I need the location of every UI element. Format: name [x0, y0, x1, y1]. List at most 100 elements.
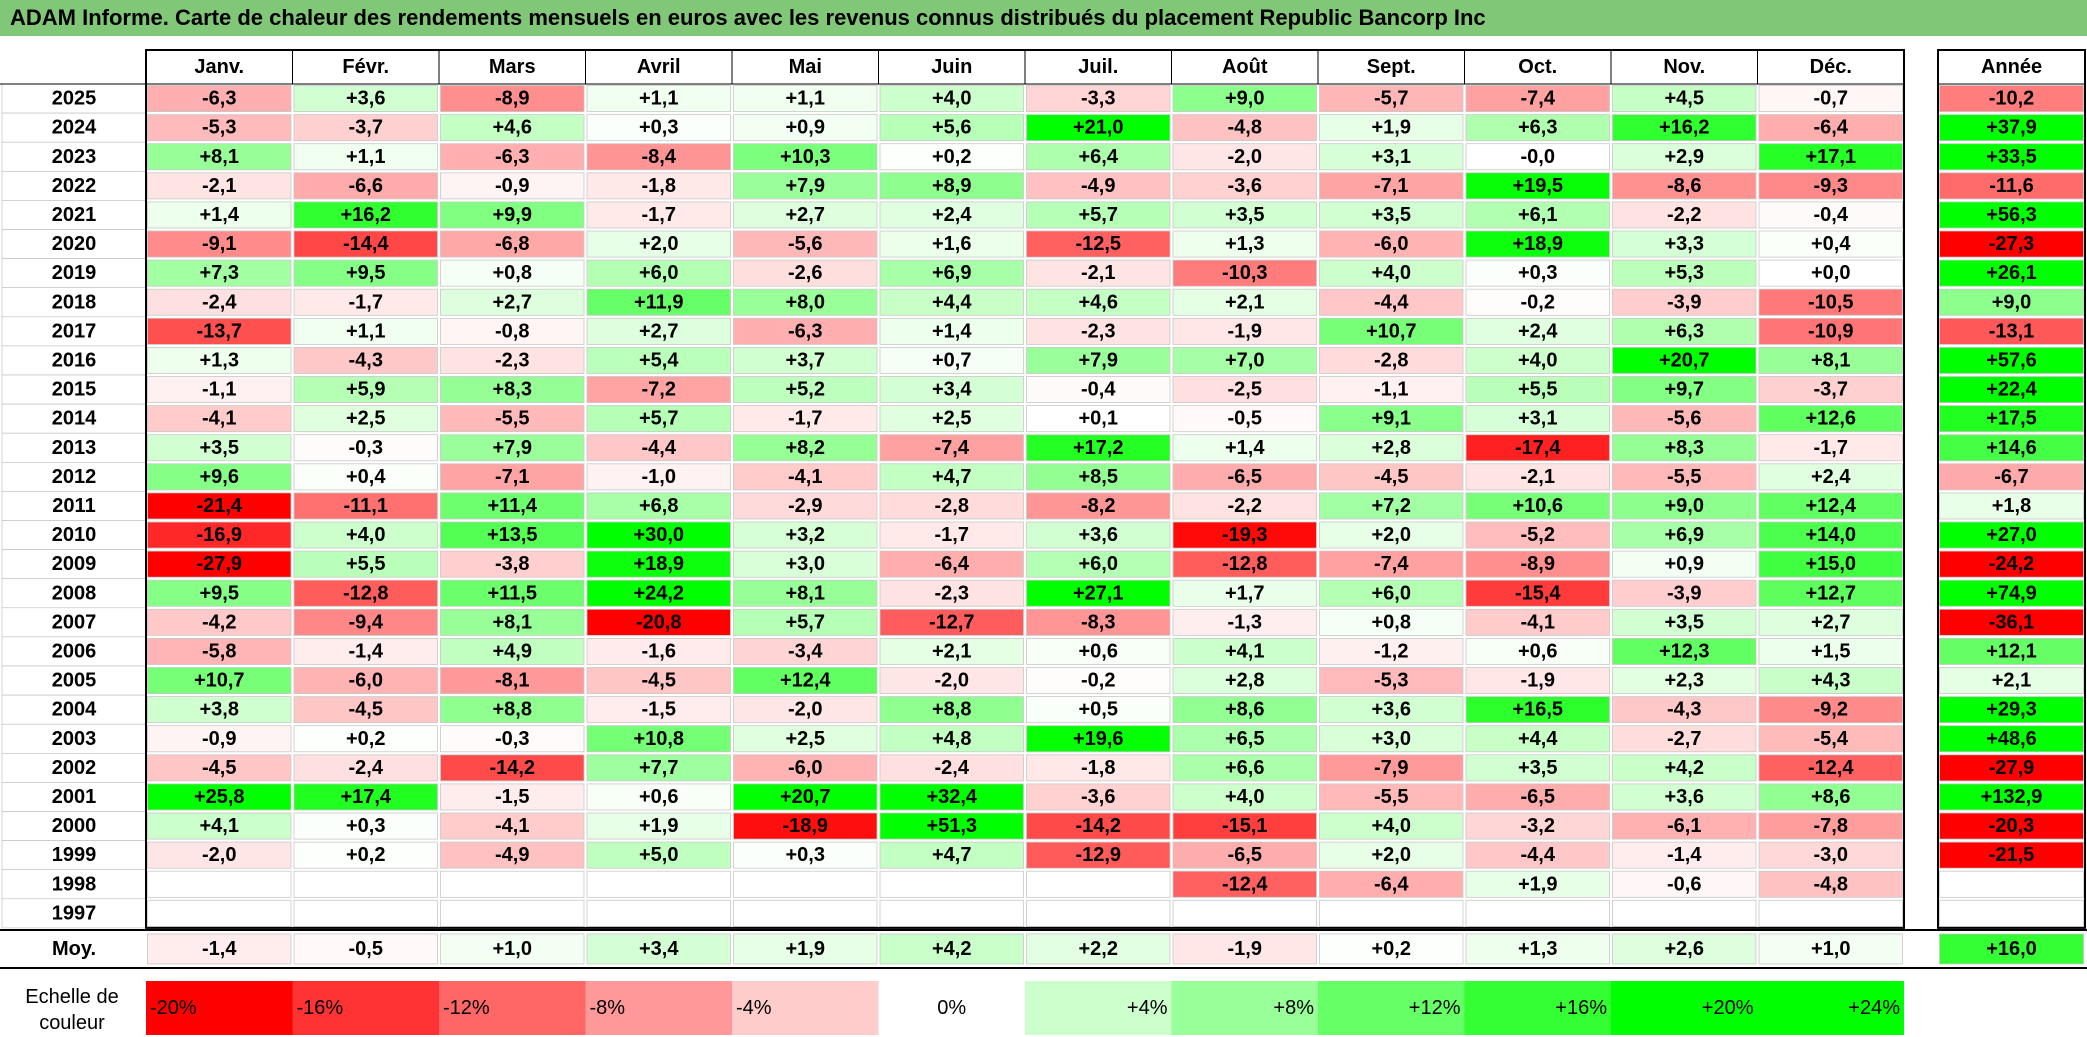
cell-value: -4,5: [202, 757, 236, 779]
cell-value: +0,1: [1079, 408, 1118, 430]
cell-value: -4,3: [349, 349, 383, 371]
average-cell: [1026, 933, 1171, 965]
heat-cell: [1612, 143, 1757, 171]
cell-value: -6,0: [788, 757, 822, 779]
heat-cell: [440, 201, 585, 229]
year-cell: [1, 112, 147, 143]
heat-cell: [1612, 288, 1757, 316]
heat-cell: [1026, 608, 1171, 636]
cell-value: +6,0: [1372, 582, 1411, 604]
heat-cell: [440, 463, 585, 491]
heat-cell: [586, 754, 731, 782]
heat-cell: [1612, 346, 1757, 374]
cell-value: -1,7: [642, 204, 676, 226]
heat-cell: [1172, 259, 1317, 287]
heat-cell: [879, 85, 1024, 113]
heat-cell: [1172, 172, 1317, 200]
cell-value: +10,3: [780, 146, 831, 168]
year-label: 2004: [52, 699, 97, 721]
cell-value: -8,2: [1081, 495, 1115, 517]
annual-header: Année: [1981, 56, 2042, 78]
heat-cell: [586, 463, 731, 491]
heat-cell: [879, 579, 1024, 607]
heat-cell: [1465, 288, 1610, 316]
year-cell: [1, 491, 147, 521]
cell-value: -1,9: [1228, 320, 1262, 342]
heat-cell: [733, 201, 878, 229]
column-header: Avril: [637, 56, 681, 78]
cell-value: -6,4: [1374, 873, 1409, 895]
heat-cell: [1026, 638, 1171, 665]
heat-cell: [1465, 638, 1610, 665]
heat-cell: [1026, 667, 1171, 695]
cell-value: -8,9: [1521, 553, 1555, 575]
heat-cell: [1612, 638, 1757, 665]
annual-cell: [1939, 667, 2084, 695]
cell-value: +0,5: [1079, 699, 1118, 721]
cell-value: +8,8: [493, 699, 532, 721]
cell-value: -1,5: [495, 786, 529, 808]
heat-cell: [1465, 114, 1610, 142]
cell-value: +6,0: [1079, 553, 1118, 575]
cell-value: +2,5: [346, 408, 385, 430]
cell-value: +1,9: [639, 815, 678, 837]
year-cell: [1, 316, 147, 347]
annual-cell: [1939, 608, 2084, 636]
heat-cell: [1465, 870, 1610, 898]
heat-cell: [440, 259, 585, 287]
cell-value: +2,1: [932, 640, 971, 662]
heat-cell: [733, 783, 878, 811]
heat-cell: [1172, 405, 1317, 433]
cell-value: -5,3: [202, 117, 236, 139]
heat-cell: [1612, 579, 1757, 607]
cell-value: -7,4: [1374, 553, 1409, 575]
heat-cell: [1172, 492, 1317, 520]
heat-cell: [1172, 579, 1317, 607]
heat-cell: [1465, 172, 1610, 200]
heat-cell: [147, 812, 292, 840]
cell-value: -11,1: [344, 495, 388, 517]
cell-value: -16,9: [196, 524, 242, 546]
heat-cell: [1612, 725, 1757, 753]
heat-cell: [440, 114, 585, 142]
heat-cell: [1612, 201, 1757, 229]
cell-value: +4,0: [1225, 786, 1264, 808]
heat-cell: [293, 463, 438, 491]
heat-cell: [440, 317, 585, 345]
cell-value: -12,4: [1808, 757, 1854, 779]
year-label: 2000: [52, 815, 97, 837]
heat-cell: [586, 638, 731, 665]
heat-cell: [1026, 405, 1171, 433]
cell-value: +4,5: [1665, 88, 1704, 110]
cell-value: -2,3: [1081, 320, 1115, 342]
cell-value: +0,7: [932, 349, 971, 371]
year-cell: [1, 200, 147, 230]
cell-value: +17,1: [1805, 146, 1856, 168]
cell-value: +3,1: [1372, 146, 1411, 168]
heat-cell: [147, 114, 292, 142]
column-header-cell: [145, 49, 293, 85]
year-cell: [1, 432, 147, 463]
cell-value: +0,0: [1811, 262, 1850, 284]
heat-cell: [1465, 376, 1610, 404]
heat-cell: [1026, 85, 1171, 113]
heat-cell: [147, 870, 292, 898]
heat-cell: [147, 143, 292, 171]
cell-value: +8,3: [493, 379, 532, 401]
cell-value: +8,1: [493, 611, 532, 633]
column-header-cell: [731, 49, 879, 85]
cell-value: +5,6: [932, 117, 971, 139]
heat-cell: [1465, 434, 1610, 462]
cell-value: +5,7: [639, 408, 678, 430]
heat-cell: [293, 754, 438, 782]
heat-cell: [879, 841, 1024, 869]
cell-value: +2,5: [932, 408, 971, 430]
cell-value: -4,9: [495, 844, 529, 866]
heat-cell: [147, 85, 292, 113]
heat-cell: [293, 114, 438, 142]
scale-swatch: [732, 981, 879, 1035]
heat-cell: [1465, 521, 1610, 549]
cell-value: +4,2: [1665, 757, 1704, 779]
average-value: +4,2: [932, 938, 971, 960]
cell-value: -3,2: [1521, 815, 1555, 837]
